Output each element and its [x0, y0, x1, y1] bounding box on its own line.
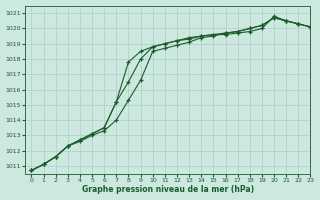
X-axis label: Graphe pression niveau de la mer (hPa): Graphe pression niveau de la mer (hPa): [82, 185, 254, 194]
